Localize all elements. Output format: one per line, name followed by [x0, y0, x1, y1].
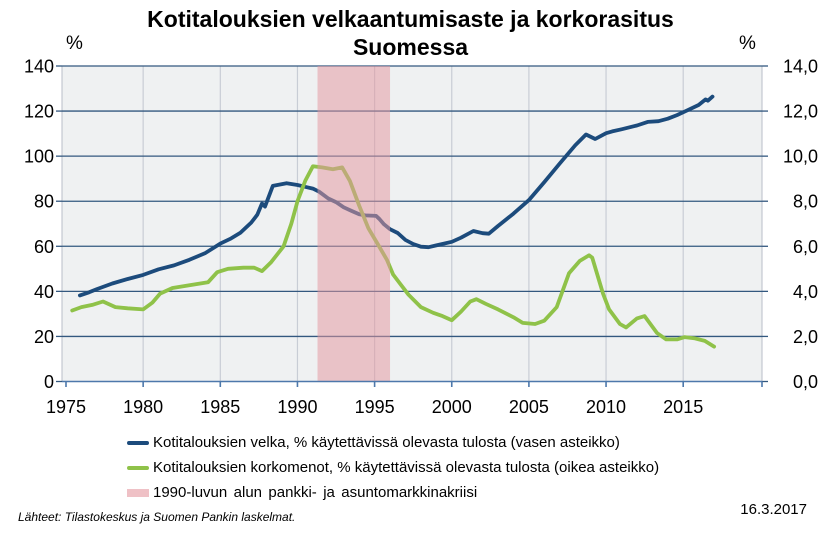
svg-text:40: 40 [34, 282, 54, 302]
chart-title-line2: Suomessa [352, 34, 469, 60]
svg-text:0: 0 [44, 372, 54, 392]
svg-text:120: 120 [24, 102, 54, 122]
svg-text:2005: 2005 [509, 397, 549, 417]
date-label: 16.3.2017 [740, 501, 807, 518]
legend-label-crisis: 1990-luvun alun pankki- ja asuntomarkkin… [153, 484, 478, 501]
svg-text:1995: 1995 [355, 397, 395, 417]
svg-text:0,0: 0,0 [793, 372, 818, 392]
svg-text:140: 140 [24, 57, 54, 77]
legend-item-velka: Kotitalouksien velka, % käytettävissä ol… [127, 434, 659, 451]
svg-text:2015: 2015 [663, 397, 703, 417]
svg-text:2000: 2000 [432, 397, 472, 417]
svg-text:2,0: 2,0 [793, 327, 818, 347]
svg-text:1990: 1990 [277, 397, 317, 417]
chart-legend: Kotitalouksien velka, % käytettävissä ol… [127, 434, 659, 509]
svg-text:1980: 1980 [123, 397, 163, 417]
svg-text:1975: 1975 [46, 397, 86, 417]
svg-text:2010: 2010 [586, 397, 626, 417]
svg-text:6,0: 6,0 [793, 237, 818, 257]
svg-text:4,0: 4,0 [793, 282, 818, 302]
legend-label-velka: Kotitalouksien velka, % käytettävissä ol… [153, 434, 620, 451]
svg-text:60: 60 [34, 237, 54, 257]
legend-item-crisis-band: 1990-luvun alun pankki- ja asuntomarkkin… [127, 484, 659, 501]
legend-band-swatch-crisis [127, 488, 149, 497]
legend-item-korkomenot: Kotitalouksien korkomenot, % käytettävis… [127, 459, 659, 476]
source-note: Lähteet: Tilastokeskus ja Suomen Pankin … [18, 510, 296, 524]
legend-line-swatch-velka [127, 440, 149, 445]
svg-text:20: 20 [34, 327, 54, 347]
chart-title: Kotitalouksien velkaantumisaste ja korko… [0, 5, 821, 61]
chart-title-line1: Kotitalouksien velkaantumisaste ja korko… [147, 6, 674, 32]
left-axis-unit-label: % [66, 33, 83, 54]
svg-text:10,0: 10,0 [783, 147, 818, 167]
svg-text:8,0: 8,0 [793, 192, 818, 212]
legend-line-swatch-korkomenot [127, 465, 149, 470]
svg-text:14,0: 14,0 [783, 57, 818, 77]
svg-text:1985: 1985 [200, 397, 240, 417]
right-axis-unit-label: % [739, 33, 756, 54]
svg-text:80: 80 [34, 192, 54, 212]
chart-canvas: 0 20 40 60 80 100 120 140 0,0 2,0 4,0 6,0 8,0 10,0 12,… [24, 57, 818, 418]
svg-text:12,0: 12,0 [783, 102, 818, 122]
legend-label-korkomenot: Kotitalouksien korkomenot, % käytettävis… [153, 459, 660, 476]
svg-text:100: 100 [24, 147, 54, 167]
